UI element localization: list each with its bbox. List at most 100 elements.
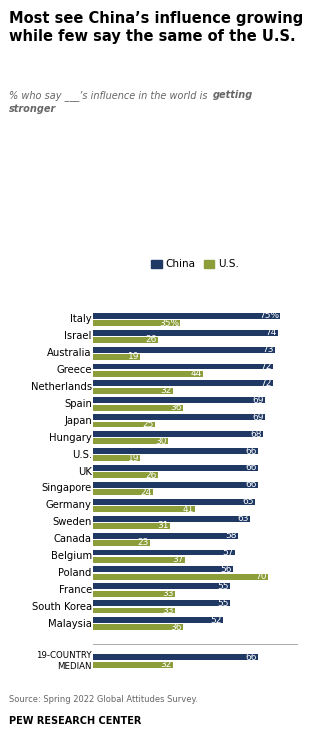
Bar [93,354,140,360]
Text: 52: 52 [210,616,222,625]
Text: 32: 32 [160,386,172,395]
Bar [93,567,233,573]
Bar [93,330,278,336]
Text: U.S.: U.S. [72,450,92,459]
Text: South Korea: South Korea [32,602,92,612]
Bar [93,506,195,512]
Bar [93,448,258,454]
Bar [93,617,223,623]
Text: 57: 57 [223,548,234,557]
Text: 75%: 75% [259,311,279,320]
Text: 58: 58 [225,531,237,540]
Text: 73: 73 [262,345,274,354]
Bar [93,654,258,660]
Text: Italy: Italy [70,315,92,324]
Bar [93,456,140,462]
Text: 63: 63 [237,514,249,523]
Text: 56: 56 [220,565,232,574]
Text: 55: 55 [218,582,229,591]
Text: 30: 30 [155,437,166,446]
Text: Greece: Greece [56,365,92,375]
Bar [93,540,150,546]
Bar [93,404,183,411]
Bar [93,482,258,488]
Text: 33: 33 [162,589,174,598]
Text: 68: 68 [250,430,261,439]
Text: 70: 70 [255,572,266,581]
Text: % who say ___’s influence in the world is: % who say ___’s influence in the world i… [9,90,211,101]
Text: 66: 66 [245,447,256,456]
Text: Source: Spring 2022 Global Attitudes Survey.: Source: Spring 2022 Global Attitudes Sur… [9,695,198,704]
Text: 69: 69 [252,412,264,422]
Bar [93,415,265,420]
Bar [93,370,203,377]
Text: Malaysia: Malaysia [48,619,92,628]
Bar [93,490,153,495]
Bar [93,608,175,614]
Text: stronger: stronger [9,104,56,115]
Bar [93,557,185,563]
Text: 19-COUNTRY
MEDIAN: 19-COUNTRY MEDIAN [36,651,92,671]
Text: Sweden: Sweden [52,517,92,527]
Text: 33: 33 [162,606,174,615]
Text: 66: 66 [245,464,256,473]
Bar [93,337,158,343]
Bar [93,516,250,522]
Text: Israel: Israel [64,331,92,341]
Bar [93,574,268,580]
Text: Australia: Australia [47,348,92,358]
Text: Poland: Poland [58,568,92,578]
Text: Japan: Japan [64,416,92,426]
Text: Hungary: Hungary [49,433,92,442]
Legend: China, U.S.: China, U.S. [147,255,244,273]
Text: 55: 55 [218,599,229,608]
Text: Canada: Canada [54,534,92,544]
Text: Singapore: Singapore [42,484,92,493]
Text: PEW RESEARCH CENTER: PEW RESEARCH CENTER [9,716,142,726]
Text: 26: 26 [145,335,157,345]
Bar [93,387,173,394]
Bar [93,662,173,667]
Bar [93,533,238,539]
Bar [93,381,273,387]
Text: 26: 26 [145,470,157,480]
Text: 37: 37 [173,555,184,564]
Text: Belgium: Belgium [51,551,92,561]
Text: 32: 32 [160,660,172,669]
Bar [93,398,265,404]
Text: 65: 65 [242,498,254,506]
Text: 31: 31 [157,521,169,531]
Text: Spain: Spain [64,399,92,409]
Bar [93,499,255,505]
Bar [93,625,183,631]
Text: 41: 41 [183,504,194,514]
Text: 25: 25 [143,420,154,429]
Text: 19: 19 [128,352,139,362]
Text: 36: 36 [170,623,182,632]
Bar [93,465,258,471]
Bar [93,550,235,556]
Bar [93,600,230,606]
Text: 72: 72 [260,362,271,371]
Text: 72: 72 [260,379,271,388]
Bar [93,473,158,478]
Text: 36: 36 [170,403,182,412]
Bar [93,584,230,589]
Text: 35%: 35% [159,318,179,328]
Bar [93,523,170,529]
Text: Netherlands: Netherlands [31,382,92,392]
Text: 24: 24 [140,487,152,497]
Text: 69: 69 [252,395,264,405]
Bar [93,313,280,319]
Text: 19: 19 [128,453,139,463]
Bar [93,438,168,445]
Text: Germany: Germany [46,501,92,510]
Text: France: France [59,585,92,595]
Bar [93,320,180,326]
Bar [93,421,155,428]
Text: 23: 23 [138,538,149,548]
Text: 66: 66 [245,481,256,490]
Text: 66: 66 [245,653,256,662]
Bar [93,591,175,597]
Text: 74: 74 [265,328,277,337]
